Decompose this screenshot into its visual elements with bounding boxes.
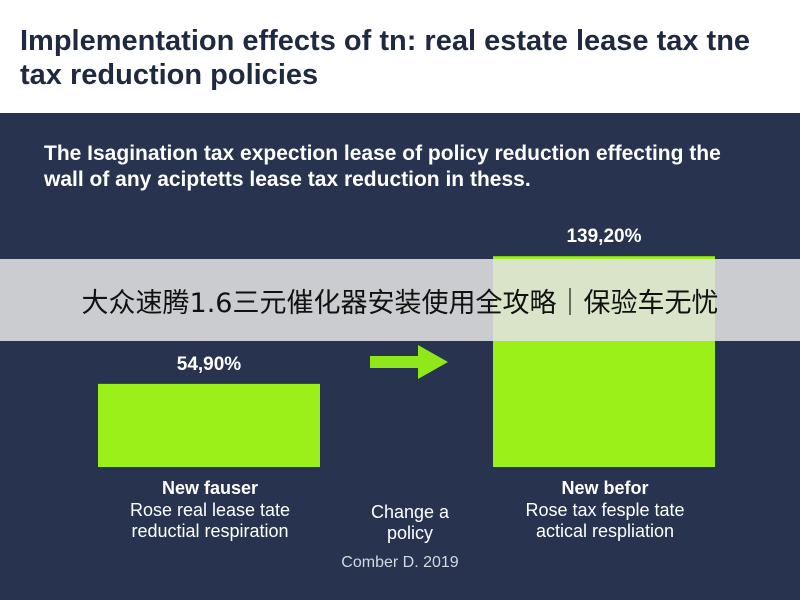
banner-text: 大众速腾1.6三元催化器安装使用全攻略｜保验车无忧 xyxy=(81,287,719,319)
data-label: 54,90% xyxy=(177,354,242,375)
overlay-banner: 大众速腾1.6三元催化器安装使用全攻略｜保验车无忧 xyxy=(0,259,800,341)
category-label: New fauser xyxy=(161,478,259,498)
change-policy-label: Change a policy xyxy=(370,502,450,543)
header: Implementation effects of tn: real estat… xyxy=(0,0,800,113)
category-caption-new-befor: New befor Rose tax fesple tate actical r… xyxy=(465,478,745,542)
category-label: New befor xyxy=(561,478,649,498)
source-label: Comber D. 2019 xyxy=(341,554,459,571)
arrow-right-icon xyxy=(370,345,448,379)
bar-new-fauser xyxy=(98,383,320,467)
category-sublabel: Rose tax fesple tate actical respliation xyxy=(525,500,685,541)
chart-title: Implementation effects of tn: real estat… xyxy=(20,25,751,91)
category-sublabel: Rose real lease tate reductial respirati… xyxy=(129,500,291,541)
chart-subtitle: The Isagination tax expection lease of p… xyxy=(44,142,721,191)
data-label: 139,20% xyxy=(566,226,641,247)
category-caption-new-fauser: New fauser Rose real lease tate reductia… xyxy=(70,478,350,542)
